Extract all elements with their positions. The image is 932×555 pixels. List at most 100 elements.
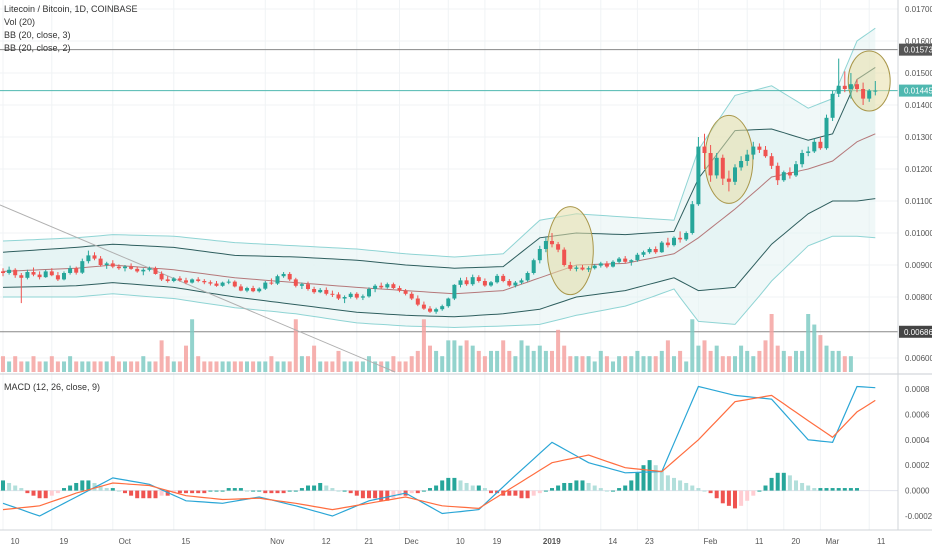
time-tick-label: 19 — [492, 537, 501, 546]
candle-body — [586, 268, 591, 270]
candle-body — [733, 167, 737, 182]
macd-histogram-bar — [287, 490, 292, 492]
macd-histogram-bar — [214, 490, 219, 492]
time-tick-label: 19 — [59, 537, 68, 546]
price-label-highlight: 0.01445 — [904, 87, 932, 96]
candle-body — [794, 164, 798, 176]
candle-body — [269, 282, 274, 284]
candle-body — [208, 282, 213, 284]
macd-histogram-bar — [312, 485, 317, 491]
macd-histogram-bar — [470, 485, 475, 491]
volume-bar — [74, 361, 79, 372]
volume-bar — [37, 361, 42, 372]
candle-body — [184, 280, 188, 283]
macd-histogram-bar — [257, 490, 262, 492]
volume-bar — [800, 350, 805, 372]
price-tick-label: 0.01400 — [905, 101, 932, 110]
macd-histogram-bar — [848, 488, 853, 491]
chart-title[interactable]: Litecoin / Bitcoin, 1D, COINBASE — [4, 4, 138, 14]
macd-histogram-bar — [641, 465, 646, 491]
volume-bar — [116, 361, 121, 372]
volume-bar — [251, 361, 256, 372]
candle-body — [440, 306, 445, 310]
candle-body — [385, 284, 390, 288]
legend-bb-inner[interactable]: BB (20, close, 2) — [4, 43, 71, 53]
macd-histogram-bar — [696, 488, 701, 491]
macd-histogram-bar — [525, 490, 530, 499]
volume-bar — [489, 350, 493, 372]
macd-histogram-bar — [611, 490, 615, 492]
volume-bar — [598, 350, 603, 372]
candle-body — [824, 117, 829, 149]
macd-histogram-bar — [220, 490, 225, 492]
volume-bar — [7, 361, 12, 372]
candle-body — [611, 261, 615, 267]
macd-histogram-bar — [281, 490, 286, 494]
candle-body — [196, 279, 201, 281]
volume-bar — [403, 361, 408, 372]
macd-histogram-bar — [147, 490, 152, 499]
volume-bar — [226, 361, 231, 372]
macd-histogram-bar — [543, 490, 548, 492]
time-tick-label: 12 — [322, 537, 331, 546]
macd-histogram-bar — [293, 490, 298, 492]
candle-body — [556, 244, 561, 250]
volume-bar — [354, 361, 359, 372]
macd-line — [2, 385, 876, 517]
macd-histogram-bar — [13, 485, 18, 491]
volume-bar — [482, 356, 487, 372]
macd-histogram-bar — [537, 490, 542, 494]
candle-body — [830, 93, 835, 118]
volume-bar — [635, 350, 640, 372]
volume-bar — [464, 340, 469, 372]
macd-histogram-bar — [574, 480, 579, 491]
volume-bar — [696, 345, 701, 372]
volume-bar — [684, 361, 689, 372]
legend-bb-outer[interactable]: BB (20, close, 3) — [4, 30, 71, 40]
macd-histogram-bar — [586, 482, 591, 491]
macd-histogram-bar — [123, 490, 127, 494]
macd-histogram-bar — [62, 488, 66, 491]
candle-body — [324, 289, 329, 294]
volume-bar — [147, 361, 152, 372]
time-tick-label: 15 — [181, 537, 190, 546]
macd-histogram-bar — [452, 477, 457, 491]
macd-histogram-bar — [446, 477, 451, 491]
candle-body — [513, 282, 518, 286]
macd-histogram-bar — [739, 490, 744, 506]
macd-histogram-bar — [464, 482, 469, 491]
candle-body — [604, 263, 609, 267]
volume-bar — [623, 356, 628, 372]
volume-bar — [757, 350, 762, 372]
macd-histogram-bar — [232, 488, 237, 491]
candle-body — [519, 280, 524, 283]
macd-histogram-bar — [550, 488, 554, 491]
candle-body — [714, 157, 719, 176]
macd-histogram-bar — [476, 485, 481, 491]
legend-volume[interactable]: Vol (20) — [4, 17, 36, 27]
volume-bar — [702, 340, 707, 372]
macd-histogram-bar — [275, 490, 280, 494]
time-tick-label: 14 — [608, 537, 617, 546]
volume-bar — [245, 361, 249, 372]
candle-body — [312, 289, 317, 293]
volume-bar — [714, 345, 719, 372]
candle-body — [318, 289, 323, 293]
bb2-fill — [3, 67, 876, 317]
candle-body — [562, 249, 567, 265]
macd-histogram-bar — [604, 490, 609, 492]
candle-body — [452, 284, 457, 299]
macd-histogram-bar — [507, 490, 512, 496]
legend-macd[interactable]: MACD (12, 26, close, 9) — [4, 382, 101, 392]
macd-histogram-bar — [397, 490, 402, 496]
candle-body — [867, 90, 872, 99]
candle-body — [684, 233, 689, 240]
macd-histogram-bar — [665, 475, 670, 491]
candle-body — [360, 296, 365, 298]
volume-bar — [232, 361, 237, 372]
candle-body — [238, 286, 243, 291]
macd-histogram-bar — [245, 490, 249, 492]
candle-body — [507, 281, 512, 286]
candle-body — [806, 151, 811, 153]
